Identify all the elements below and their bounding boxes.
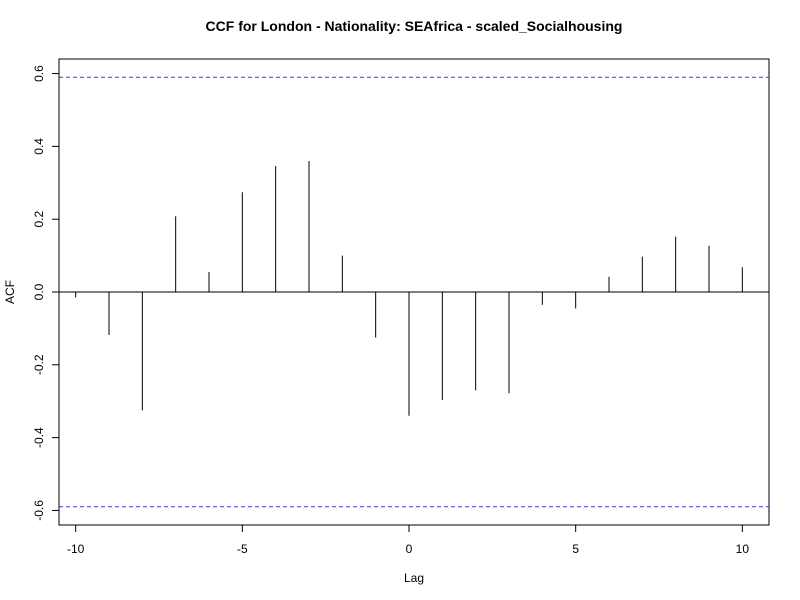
x-tick-label: 5 [572, 542, 579, 556]
chart-marks [59, 76, 769, 508]
y-tick-label: -0.4 [32, 427, 46, 448]
y-axis: -0.6 -0.4 -0.2 0.0 0.2 0.4 0.6 [32, 65, 60, 521]
y-axis-label: ACF [3, 280, 17, 304]
y-tick-label: 0.2 [32, 211, 46, 228]
x-axis-label: Lag [404, 571, 424, 585]
x-tick-label: 10 [736, 542, 750, 556]
y-tick-label: 0.6 [32, 65, 46, 82]
x-tick-label: -5 [237, 542, 248, 556]
x-tick-label: 0 [406, 542, 413, 556]
x-axis: -10 -5 0 5 10 [67, 524, 750, 556]
y-tick-label: 0.4 [32, 138, 46, 155]
x-tick-label: -10 [67, 542, 85, 556]
y-tick-label: -0.2 [32, 354, 46, 375]
chart-title: CCF for London - Nationality: SEAfrica -… [206, 18, 623, 34]
y-tick-label: 0.0 [32, 283, 46, 300]
y-tick-label: -0.6 [32, 500, 46, 521]
